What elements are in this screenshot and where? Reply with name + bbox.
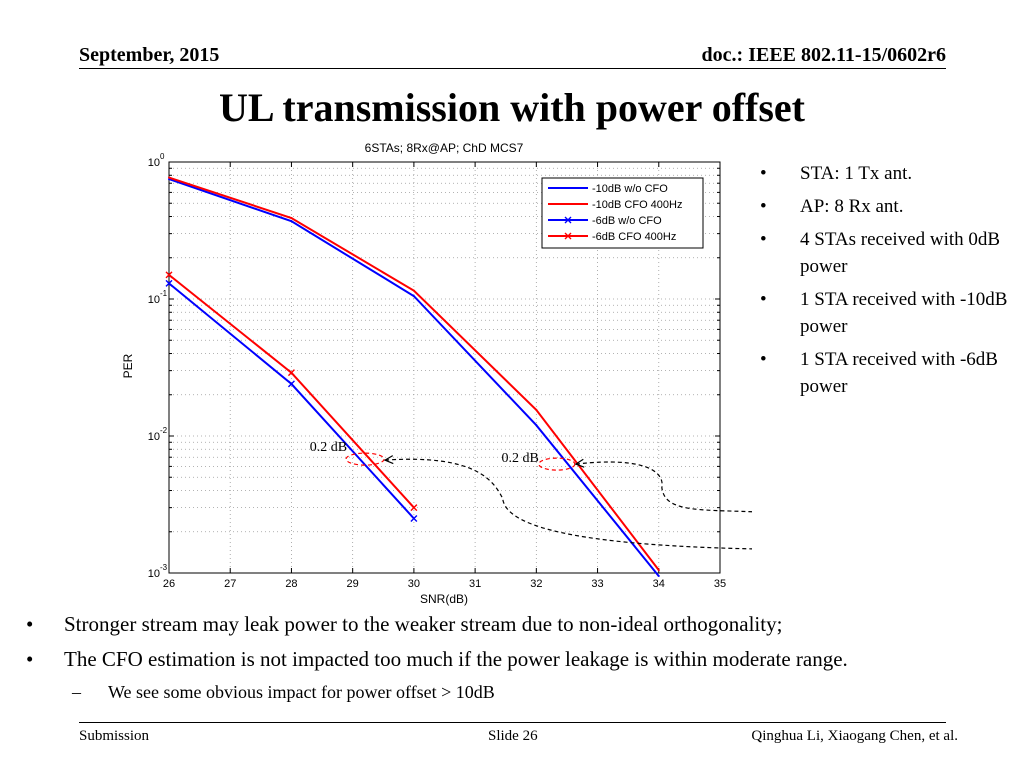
sub-bullet-marker: – bbox=[72, 682, 81, 702]
right-bullet-item: • 1 STA received with -6dB power bbox=[760, 346, 1010, 400]
y-tick-label: 10-1 bbox=[148, 289, 168, 306]
data-point bbox=[290, 217, 293, 220]
legend-entry: -10dB CFO 400Hz bbox=[548, 199, 682, 211]
legend-label: -10dB w/o CFO bbox=[592, 183, 668, 195]
right-bullet-list: • STA: 1 Tx ant. • AP: 8 Rx ant. • 4 STAs rec… bbox=[760, 160, 1010, 406]
bullet-text: STA: 1 Tx ant. bbox=[800, 163, 913, 184]
right-bullet-item: • AP: 8 Rx ant. bbox=[760, 193, 1010, 220]
footer-submission: Submission bbox=[79, 728, 150, 744]
legend-label: -10dB CFO 400Hz bbox=[592, 199, 682, 211]
series-3 bbox=[165, 271, 418, 512]
y-tick-base: 10 bbox=[148, 157, 160, 169]
y-tick-base: 10 bbox=[148, 568, 160, 580]
legend-entry: -10dB w/o CFO bbox=[548, 183, 668, 195]
header-rule bbox=[79, 68, 946, 69]
slide-title: UL transmission with power offset bbox=[219, 85, 805, 130]
bullet-marker: • bbox=[26, 647, 34, 671]
bottom-bullet-item: • The CFO estimation is not impacted too … bbox=[26, 647, 848, 672]
right-bullet-item: • STA: 1 Tx ant. bbox=[760, 160, 1010, 187]
right-bullet-item: • 4 STAs received with 0dB power bbox=[760, 226, 1010, 280]
right-bullet-item: • 1 STA received with -10dB power bbox=[760, 286, 1010, 340]
y-tick-exponent: -1 bbox=[160, 289, 168, 298]
data-point bbox=[165, 279, 173, 287]
y-tick-exponent: -3 bbox=[160, 563, 168, 572]
plot-frame bbox=[168, 161, 721, 574]
bottom-bullet-list: • Stronger stream may leak power to the w… bbox=[26, 612, 848, 703]
footer-slide-number: Slide 26 bbox=[488, 728, 538, 744]
footer-authors: Qinghua Li, Xiaogang Chen, et al. bbox=[751, 728, 958, 744]
bullet-marker: • bbox=[760, 196, 767, 217]
bullet-text: AP: 8 Rx ant. bbox=[800, 196, 904, 217]
legend-marker bbox=[564, 232, 572, 240]
bullet-marker: • bbox=[760, 349, 767, 370]
annotation-label: 0.2 dB bbox=[501, 451, 538, 466]
annotation-leader-line bbox=[576, 462, 753, 513]
data-point bbox=[410, 514, 418, 522]
data-point bbox=[535, 424, 538, 427]
legend-marker bbox=[564, 216, 572, 224]
series-0 bbox=[168, 178, 660, 578]
y-tick-label: 100 bbox=[148, 152, 165, 169]
bullet-marker: • bbox=[760, 229, 767, 250]
sub-bullet-item: – We see some obvious impact for power of… bbox=[72, 682, 848, 703]
data-point bbox=[535, 408, 538, 411]
data-point bbox=[410, 504, 418, 512]
bullet-text: The CFO estimation is not impacted too m… bbox=[64, 647, 848, 671]
annotation-ellipse bbox=[538, 457, 576, 471]
x-tick-label: 34 bbox=[653, 578, 665, 590]
data-point bbox=[412, 289, 415, 292]
annotation-leader-line bbox=[385, 459, 753, 550]
bottom-bullet-item: • Stronger stream may leak power to the w… bbox=[26, 612, 848, 637]
bullet-text: 1 STA received with -10dB power bbox=[800, 289, 1008, 337]
y-tick-base: 10 bbox=[148, 294, 160, 306]
chart-title: 6STAs; 8Rx@AP; ChD MCS7 bbox=[365, 141, 524, 155]
data-point bbox=[290, 220, 293, 223]
y-tick-label: 10-2 bbox=[148, 426, 168, 443]
x-tick-label: 35 bbox=[714, 578, 726, 590]
legend-entry: -6dB w/o CFO bbox=[548, 215, 662, 227]
x-tick-label: 29 bbox=[347, 578, 359, 590]
data-point bbox=[165, 271, 173, 279]
data-point bbox=[657, 575, 660, 578]
data-point bbox=[412, 295, 415, 298]
series-line bbox=[168, 274, 415, 509]
y-tick-base: 10 bbox=[148, 431, 160, 443]
legend-label: -6dB w/o CFO bbox=[592, 215, 662, 227]
x-tick-label: 31 bbox=[469, 578, 481, 590]
bullet-text: 4 STAs received with 0dB power bbox=[800, 229, 1001, 277]
bullet-marker: • bbox=[26, 612, 34, 636]
x-tick-label: 28 bbox=[285, 578, 297, 590]
bullet-text: Stronger stream may leak power to the we… bbox=[64, 612, 783, 636]
data-point bbox=[287, 369, 295, 377]
x-axis-label: SNR(dB) bbox=[420, 592, 468, 606]
data-point bbox=[287, 380, 295, 388]
y-tick-exponent: -2 bbox=[160, 426, 168, 435]
y-tick-exponent: 0 bbox=[160, 152, 165, 161]
y-tick-label: 10-3 bbox=[148, 563, 168, 580]
footer-rule bbox=[79, 722, 946, 723]
bullet-text: 1 STA received with -6dB power bbox=[800, 349, 998, 397]
legend-label: -6dB CFO 400Hz bbox=[592, 231, 676, 243]
chart-annotations: 0.2 dB 0.2 dB bbox=[310, 440, 753, 550]
data-point bbox=[168, 176, 170, 179]
annotation-label: 0.2 dB bbox=[310, 440, 347, 455]
x-tick-label: 32 bbox=[530, 578, 542, 590]
bullet-marker: • bbox=[760, 163, 767, 184]
per-vs-snr-chart: 6STAs; 8Rx@AP; ChD MCS7 26 27 28 29 30 31 32 33… bbox=[121, 141, 753, 606]
x-tick-label: 30 bbox=[408, 578, 420, 590]
x-tick-label: 27 bbox=[224, 578, 236, 590]
sub-bullet-text: We see some obvious impact for power off… bbox=[108, 682, 495, 702]
chart-legend: -10dB w/o CFO -10dB CFO 400Hz -6dB w/o CFO… bbox=[541, 177, 704, 249]
x-tick-label: 33 bbox=[591, 578, 603, 590]
bullet-marker: • bbox=[760, 289, 767, 310]
data-point bbox=[657, 569, 660, 572]
x-tick-label: 26 bbox=[163, 578, 175, 590]
legend-entry: -6dB CFO 400Hz bbox=[548, 231, 676, 243]
y-axis-label: PER bbox=[121, 353, 135, 378]
header-doc-id: doc.: IEEE 802.11-15/0602r6 bbox=[701, 44, 946, 66]
header-date: September, 2015 bbox=[79, 44, 220, 66]
series-2 bbox=[165, 279, 418, 522]
